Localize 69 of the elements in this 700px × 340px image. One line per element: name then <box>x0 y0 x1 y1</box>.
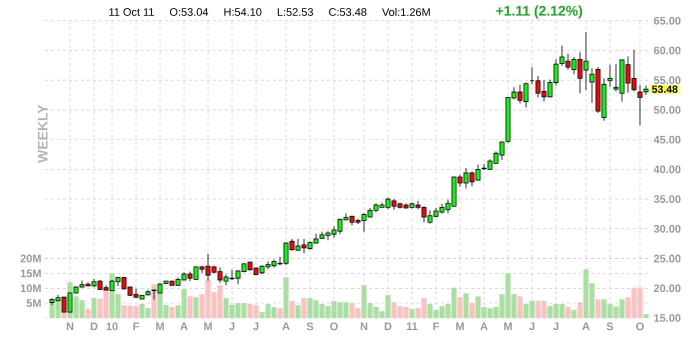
y2-tick-label: 5M <box>26 299 41 307</box>
x-tick-label: J <box>229 322 234 330</box>
bar <box>92 298 97 318</box>
y-tick-label: 25.00 <box>654 254 680 262</box>
y-tick-label: 45.00 <box>654 136 680 144</box>
y2-tick-label: 15M <box>20 270 41 278</box>
x-tick-label: 10 <box>106 322 118 330</box>
chart-title: 11 Oct 11 <box>109 8 154 16</box>
y-tick-label: 55.00 <box>654 76 680 84</box>
x-tick-label: F <box>133 322 139 330</box>
x-tick-label: M <box>456 322 464 330</box>
y-tick-label: 15.00 <box>654 314 680 322</box>
text: Vol:1.26M <box>382 8 430 16</box>
y2-tick-label: 20M <box>20 254 41 262</box>
chart-subtitle: +1.11 (2.12%) <box>496 5 582 18</box>
bar <box>187 296 193 318</box>
bar <box>469 303 475 318</box>
x-tick-label: J <box>529 322 534 330</box>
x-tick-label: A <box>480 322 488 330</box>
x-tick-label: N <box>360 322 368 330</box>
x-tick-label: M <box>504 322 512 330</box>
bar <box>289 301 295 318</box>
bar <box>193 297 199 318</box>
x-tick-label: J <box>553 322 558 330</box>
y-tick-label: 30.00 <box>654 224 680 233</box>
bar <box>595 299 601 318</box>
y-tick-label: 35.00 <box>654 195 680 203</box>
y-tick-label: 65.00 <box>654 16 680 25</box>
x-tick-label: M <box>156 322 164 330</box>
y-tick-label: 50.00 <box>654 106 680 114</box>
bar <box>577 302 583 318</box>
bar <box>301 298 307 318</box>
y-tick-label: 40.00 <box>654 165 680 174</box>
y2-tick-label: 10M <box>20 284 41 292</box>
x-tick-label: J <box>253 322 258 330</box>
bar <box>409 309 415 318</box>
bar <box>169 307 175 318</box>
x-tick-label: 11 <box>406 322 418 330</box>
bar <box>283 277 289 318</box>
y-tick-label: 60.00 <box>654 46 680 54</box>
x-tick-label: M <box>204 322 212 330</box>
text: O:53.04 <box>170 8 208 16</box>
text: C:53.48 <box>329 8 366 16</box>
x-tick-label: A <box>282 322 290 330</box>
bar <box>571 310 577 318</box>
bar <box>277 308 283 318</box>
x-tick-label: O <box>330 322 338 330</box>
x-tick-label: D <box>384 322 392 330</box>
x-tick-label: O <box>636 322 644 330</box>
bar <box>517 296 523 318</box>
y-tick-label: 20.00 <box>654 284 680 292</box>
bar <box>457 297 463 318</box>
x-tick-label: D <box>90 322 98 330</box>
x-tick-label: A <box>582 322 590 330</box>
x-tick-label: N <box>66 322 74 330</box>
bar <box>643 314 649 318</box>
text: 53.48 <box>652 85 678 93</box>
text: L:52.53 <box>278 8 313 16</box>
x-tick-label: A <box>180 322 188 330</box>
bar <box>86 308 91 318</box>
text: H:54.10 <box>224 8 262 16</box>
bar <box>463 293 469 318</box>
y2-axis-title: WEEKLY <box>38 104 48 163</box>
bar <box>565 307 571 318</box>
x-tick-label: S <box>306 322 314 330</box>
candlestick <box>608 64 612 88</box>
x-tick-label: S <box>606 322 614 330</box>
x-tick-label: F <box>433 322 439 330</box>
bar <box>295 305 301 318</box>
